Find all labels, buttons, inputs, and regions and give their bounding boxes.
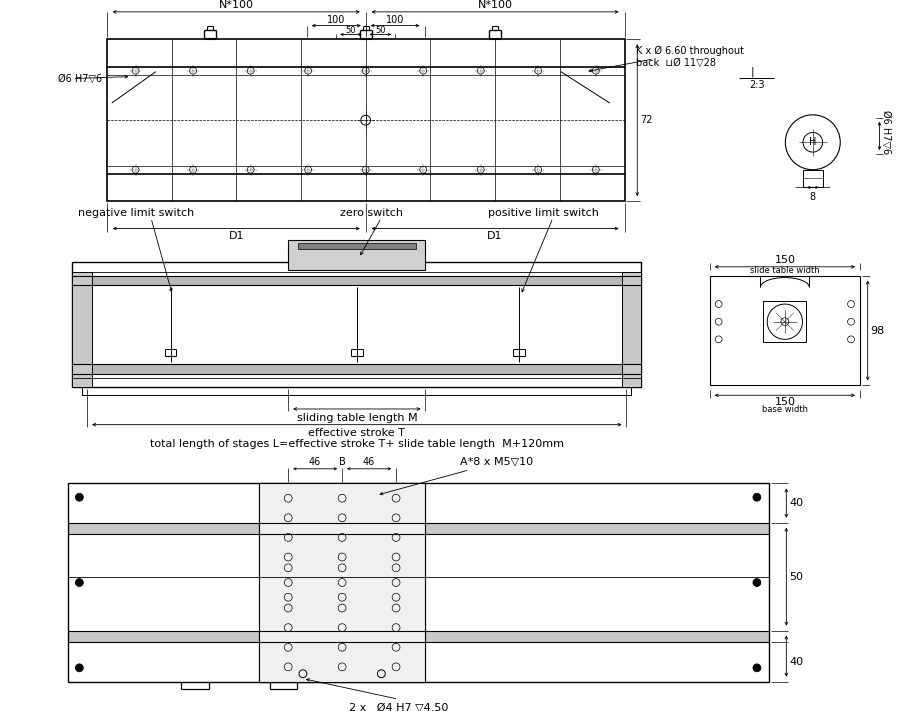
Text: 50: 50 xyxy=(346,26,356,35)
Text: 46: 46 xyxy=(309,457,321,467)
Text: 2 x   Ø4 H7 ▽4.50: 2 x Ø4 H7 ▽4.50 xyxy=(349,702,448,711)
Circle shape xyxy=(76,579,84,587)
Text: 98: 98 xyxy=(870,326,885,336)
Text: N*100: N*100 xyxy=(219,0,254,10)
Text: 40: 40 xyxy=(789,498,803,508)
Bar xyxy=(710,276,860,385)
Bar xyxy=(82,387,632,395)
Bar xyxy=(259,483,426,682)
Text: effective stroke T: effective stroke T xyxy=(309,429,405,439)
Text: 72: 72 xyxy=(640,115,652,125)
Text: 2:3: 2:3 xyxy=(749,80,765,90)
Bar xyxy=(288,240,426,269)
Bar xyxy=(68,631,769,642)
Text: sliding table length M: sliding table length M xyxy=(296,413,418,423)
Circle shape xyxy=(753,579,760,587)
Text: D1: D1 xyxy=(229,231,244,242)
Text: Ø6 H7▽6: Ø6 H7▽6 xyxy=(58,73,102,83)
Bar xyxy=(73,276,641,285)
Text: 100: 100 xyxy=(327,15,346,25)
Text: positive limit switch: positive limit switch xyxy=(488,208,598,218)
Bar xyxy=(68,483,769,682)
Text: 40: 40 xyxy=(789,657,803,667)
Text: D1: D1 xyxy=(488,231,503,242)
Bar xyxy=(298,243,416,249)
Bar xyxy=(803,170,823,188)
Text: base width: base width xyxy=(761,405,808,415)
Bar xyxy=(107,39,625,201)
Text: 100: 100 xyxy=(386,15,404,25)
Bar xyxy=(622,272,641,387)
Text: total length of stages L=effective stroke T+ slide table length  M+120mm: total length of stages L=effective strok… xyxy=(150,439,564,449)
Bar xyxy=(259,483,426,682)
Circle shape xyxy=(76,664,84,672)
Text: negative limit switch: negative limit switch xyxy=(78,208,194,218)
Bar xyxy=(259,483,426,682)
Text: 150: 150 xyxy=(774,397,796,407)
Text: B: B xyxy=(338,457,346,467)
Circle shape xyxy=(753,664,760,672)
Bar xyxy=(73,364,641,374)
Text: 50: 50 xyxy=(789,572,803,582)
Text: K x Ø 6.60 throughout: K x Ø 6.60 throughout xyxy=(636,46,744,56)
Text: 150: 150 xyxy=(774,255,796,265)
Text: zero switch: zero switch xyxy=(340,208,403,218)
Text: 8: 8 xyxy=(810,192,816,202)
Text: |: | xyxy=(751,66,754,77)
Text: 46: 46 xyxy=(363,457,375,467)
Circle shape xyxy=(753,493,760,501)
Text: 50: 50 xyxy=(375,26,385,35)
Text: slide table width: slide table width xyxy=(750,266,820,275)
Bar xyxy=(763,301,806,342)
Circle shape xyxy=(76,493,84,501)
Text: H: H xyxy=(809,137,816,147)
Text: back  ⊔Ø 11▽28: back ⊔Ø 11▽28 xyxy=(636,58,716,68)
Bar xyxy=(73,272,92,387)
Bar xyxy=(73,262,641,387)
Text: A*8 x M5▽10: A*8 x M5▽10 xyxy=(460,457,533,467)
Text: N*100: N*100 xyxy=(478,0,513,10)
Text: Ø6 H7▽6: Ø6 H7▽6 xyxy=(881,110,891,154)
Bar xyxy=(68,523,769,535)
